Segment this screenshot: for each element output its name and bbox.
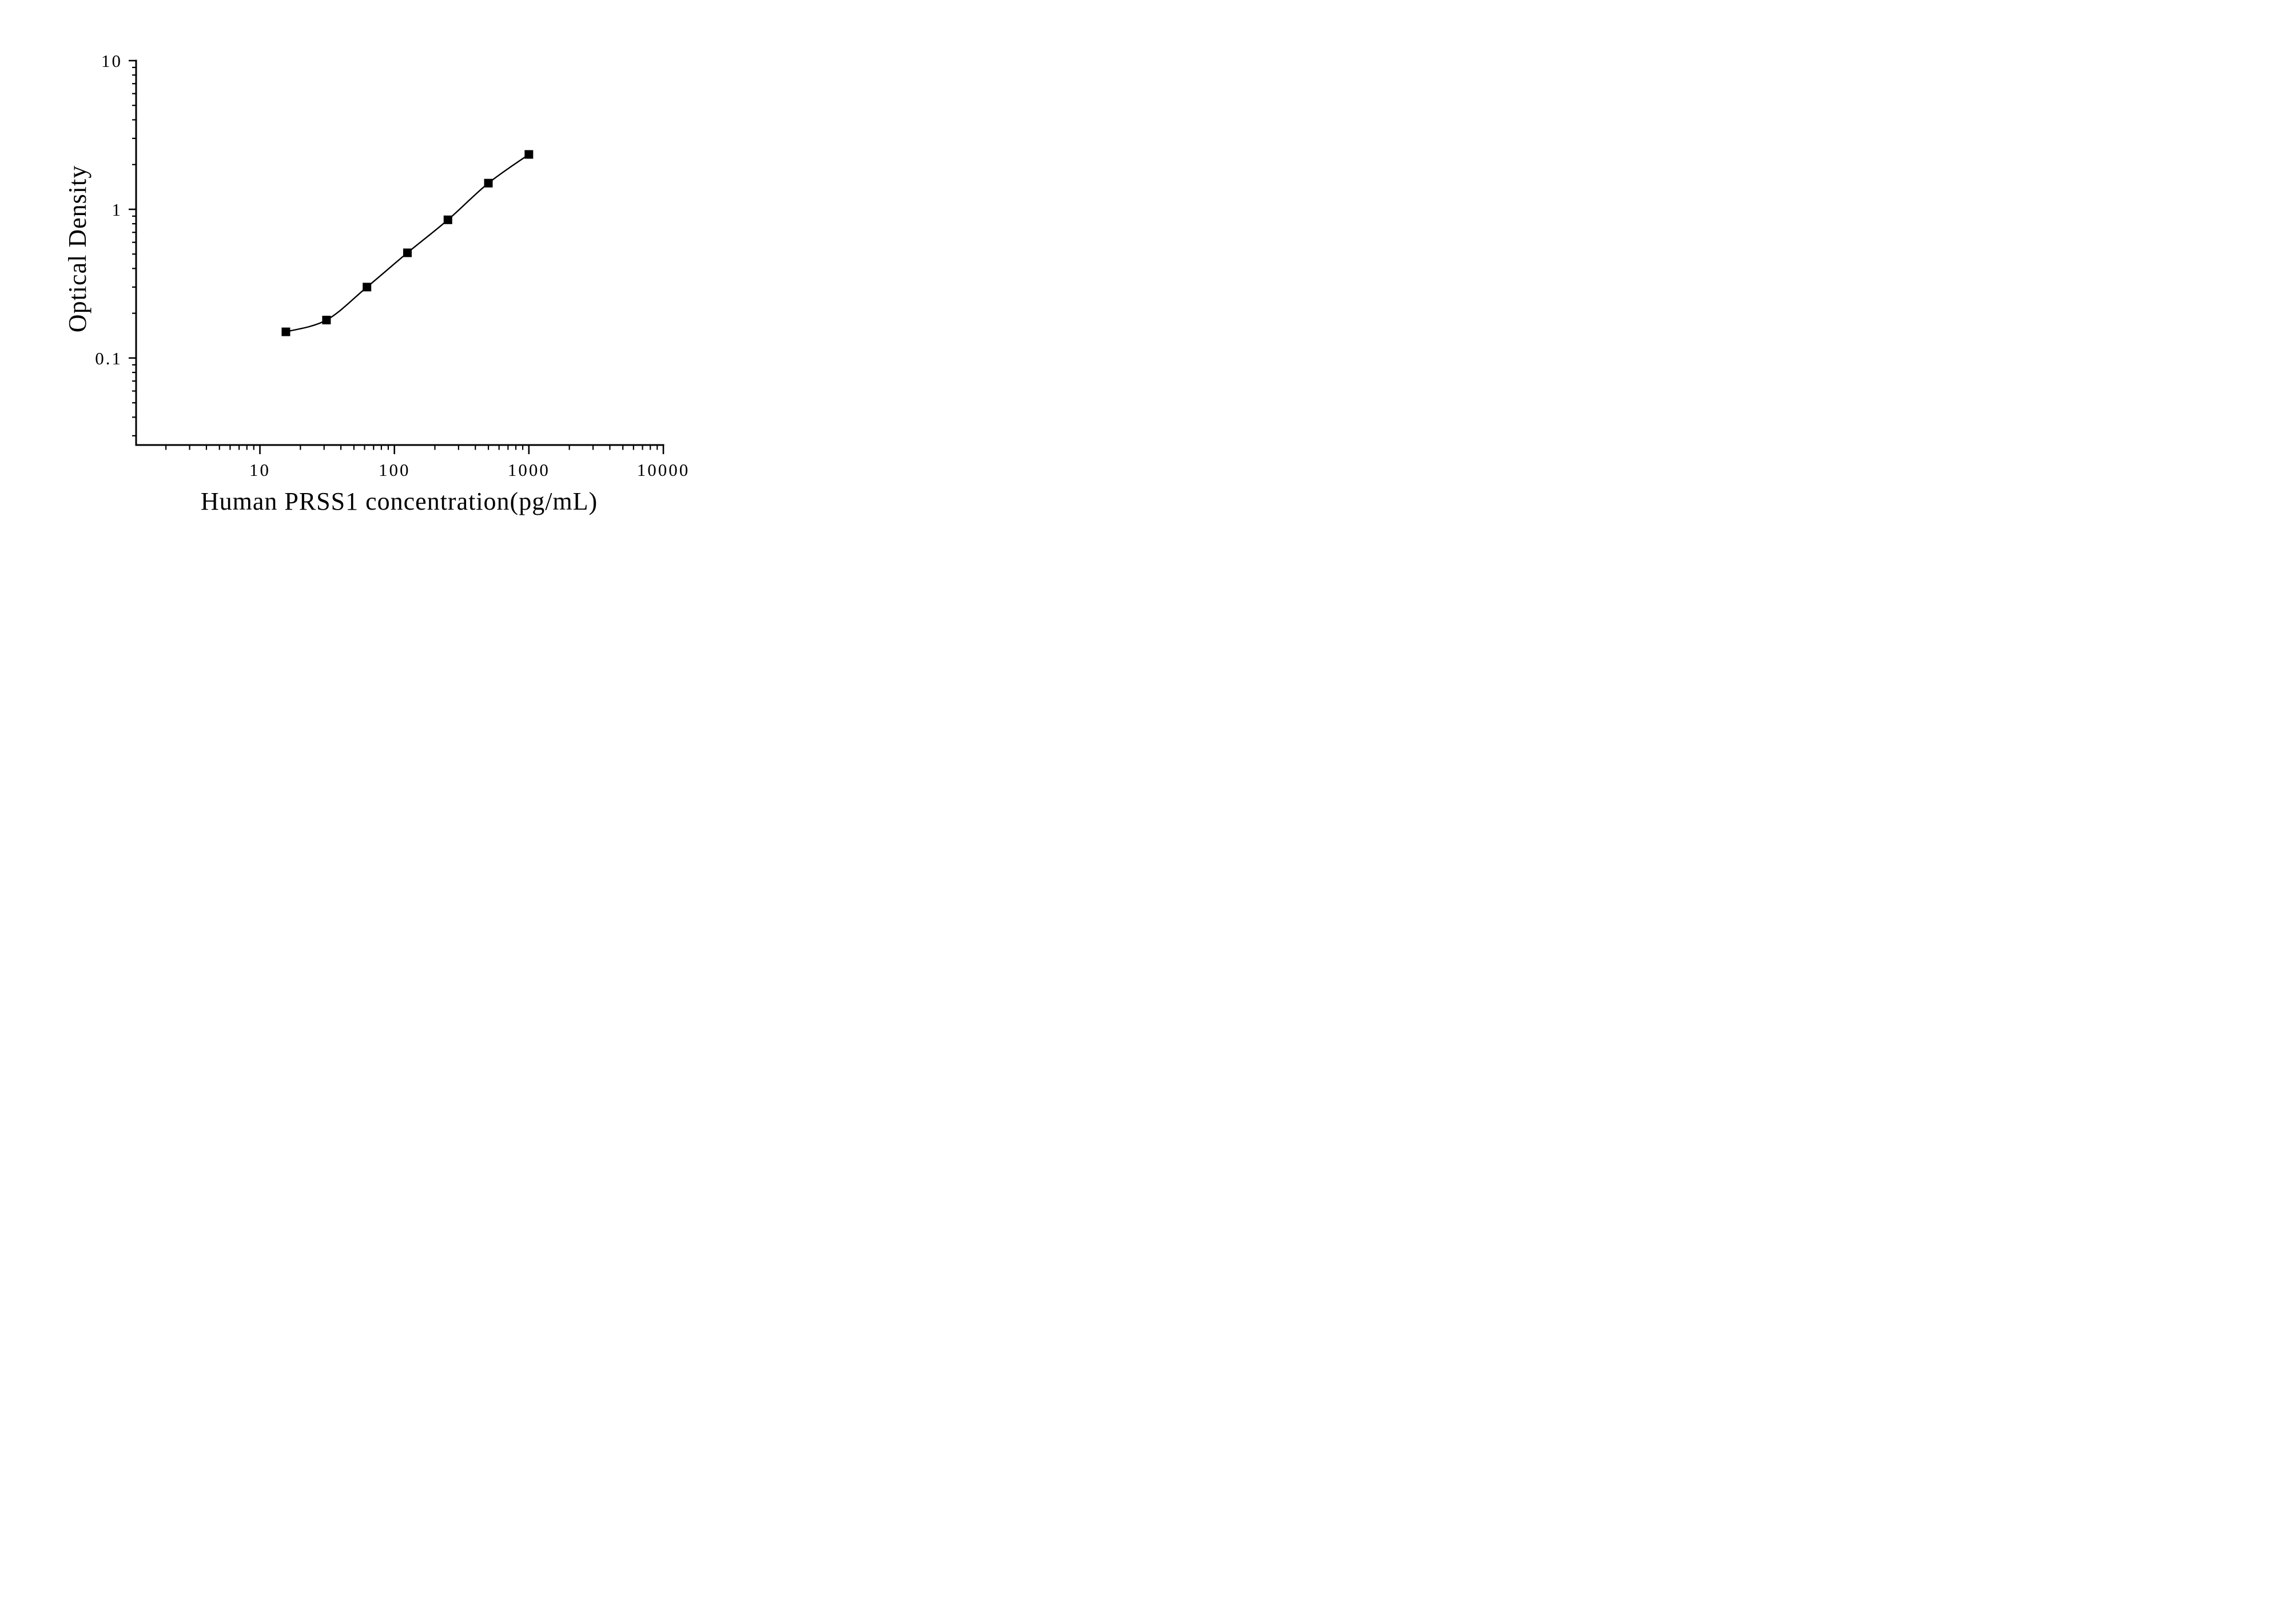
- plot-layer: [281, 150, 534, 336]
- x-axis-title: Human PRSS1 concentration(pg/mL): [201, 487, 598, 515]
- data-point-marker: [524, 150, 534, 159]
- x-tick-label: 1000: [508, 460, 550, 480]
- x-tick-label: 10000: [637, 460, 690, 480]
- data-point-marker: [484, 178, 493, 188]
- data-point-marker: [403, 248, 412, 257]
- x-tick-label: 100: [379, 460, 411, 480]
- tick-label-layer: 10 100 1000 10000 0.1 1 10: [95, 51, 690, 480]
- x-tick-label: 10: [249, 460, 270, 480]
- y-tick-label: 10: [101, 51, 122, 71]
- data-point-marker: [322, 316, 331, 325]
- axis-spines: [135, 59, 664, 446]
- data-point-marker: [443, 215, 452, 224]
- y-axis-title: Optical Density: [63, 165, 91, 332]
- data-point-marker: [281, 327, 291, 336]
- axes-layer: [129, 59, 664, 454]
- y-tick-label: 0.1: [95, 348, 122, 368]
- standard-curve-chart: 10 100 1000 10000 0.1 1 10 Human PRSS1 concent…: [63, 51, 690, 515]
- y-tick-label: 1: [112, 200, 123, 220]
- figure-canvas: 10 100 1000 10000 0.1 1 10 Human PRSS1 concent…: [0, 0, 765, 535]
- data-point-marker: [363, 283, 372, 292]
